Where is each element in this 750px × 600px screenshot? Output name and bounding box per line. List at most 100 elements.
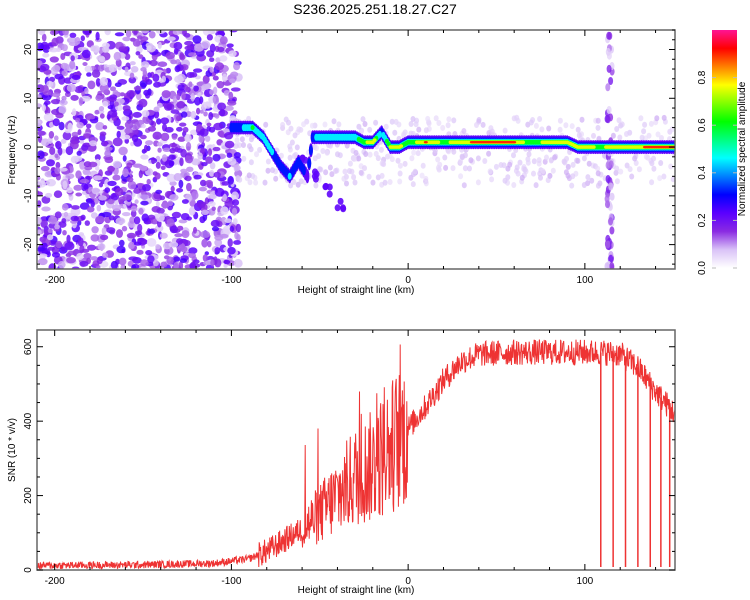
heat-cell <box>547 172 553 179</box>
heat-cell <box>190 92 195 102</box>
heat-cell <box>222 73 228 82</box>
heat-cell <box>151 157 156 165</box>
heat-cell <box>294 144 300 151</box>
heat-cell <box>312 155 318 162</box>
heat-cell <box>423 127 429 134</box>
heat-cell <box>91 69 101 78</box>
heat-cell <box>137 237 145 242</box>
heat-cell <box>487 168 493 175</box>
heat-cell <box>196 107 201 115</box>
heat-cell <box>40 138 50 146</box>
heat-cell <box>79 161 86 170</box>
heat-cell <box>419 172 425 179</box>
heat-cell <box>58 261 66 269</box>
heat-cell <box>208 201 216 207</box>
heat-cell <box>423 141 428 144</box>
heat-cell <box>202 75 210 84</box>
heat-cell <box>216 81 225 89</box>
heat-cell <box>565 163 571 170</box>
heat-cell <box>38 253 48 258</box>
heat-cell <box>37 130 46 136</box>
heat-cell <box>47 228 53 234</box>
heat-cell <box>75 170 82 179</box>
heat-cell <box>188 52 197 57</box>
heat-cell <box>131 264 137 269</box>
heat-cell <box>126 232 137 239</box>
heat-cell <box>435 156 441 163</box>
heat-cell <box>95 166 100 171</box>
heat-cell <box>170 185 175 193</box>
heat-cell <box>37 30 46 36</box>
heat-cell <box>40 63 50 71</box>
heat-cell <box>214 187 225 197</box>
heat-cell <box>206 122 212 127</box>
heat-cell <box>171 211 182 219</box>
heat-cell <box>141 110 150 118</box>
heat-cell <box>116 130 121 138</box>
heat-cell <box>336 121 342 128</box>
heat-cell <box>273 175 279 182</box>
heat-cell <box>176 126 183 132</box>
heat-cell <box>301 121 307 128</box>
heat-cell <box>128 256 138 261</box>
colorbar-tick-label: 0.6 <box>697 118 708 132</box>
heat-cell <box>392 129 398 136</box>
heat-cell <box>79 139 85 144</box>
heat-cell <box>182 126 189 133</box>
heat-cell <box>129 216 136 224</box>
heat-cell <box>204 135 211 142</box>
heat-cell <box>480 121 486 128</box>
heat-cell <box>608 77 614 85</box>
heat-cell <box>179 157 184 167</box>
heat-cell <box>198 134 204 143</box>
heat-cell <box>412 168 418 175</box>
y-tick-label: 400 <box>23 412 34 429</box>
y-tick-label: 200 <box>23 487 34 504</box>
heat-cell <box>221 181 230 186</box>
heat-cell <box>234 137 240 144</box>
heat-cell <box>445 122 451 129</box>
heat-cell <box>227 175 234 185</box>
heat-cell <box>226 43 234 48</box>
heat-cell <box>351 156 357 162</box>
heat-cell <box>610 132 616 139</box>
heat-cell <box>134 121 141 130</box>
heat-cell <box>606 64 612 73</box>
spectrogram-y-ticks: -20 -10 0 10 20 <box>23 29 675 265</box>
heat-cell <box>98 169 103 178</box>
heat-cell <box>132 111 142 118</box>
heat-cell <box>172 95 178 104</box>
heat-cell <box>46 80 54 88</box>
heat-cell <box>161 202 170 209</box>
heat-cell <box>326 190 333 198</box>
heat-cell <box>229 78 236 84</box>
heat-cell <box>79 260 89 267</box>
heat-cell <box>140 61 150 69</box>
heat-cell <box>214 113 220 119</box>
heat-cell <box>356 123 362 130</box>
heat-cell <box>94 154 101 161</box>
heat-cell <box>165 67 171 74</box>
heat-cell <box>96 204 102 212</box>
heat-cell <box>63 211 69 217</box>
y-tick-label: 0 <box>23 567 34 573</box>
heat-cell <box>70 215 80 222</box>
heat-cell <box>605 115 611 124</box>
heat-cell <box>383 123 389 130</box>
heat-cell <box>146 178 151 185</box>
heat-cell <box>387 152 393 159</box>
heat-cell <box>130 66 139 73</box>
heat-cell <box>502 127 508 134</box>
heat-cell <box>211 226 220 232</box>
heat-cell <box>265 167 271 174</box>
heat-cell <box>145 250 153 256</box>
heat-cell <box>62 180 68 190</box>
heat-cell <box>185 111 192 118</box>
heat-cell <box>122 194 132 201</box>
heat-cell <box>467 165 472 172</box>
heat-cell <box>575 157 581 164</box>
heat-cell <box>511 115 517 122</box>
heat-cell <box>93 175 103 181</box>
heat-cell <box>411 149 417 156</box>
heat-cell <box>137 223 143 233</box>
